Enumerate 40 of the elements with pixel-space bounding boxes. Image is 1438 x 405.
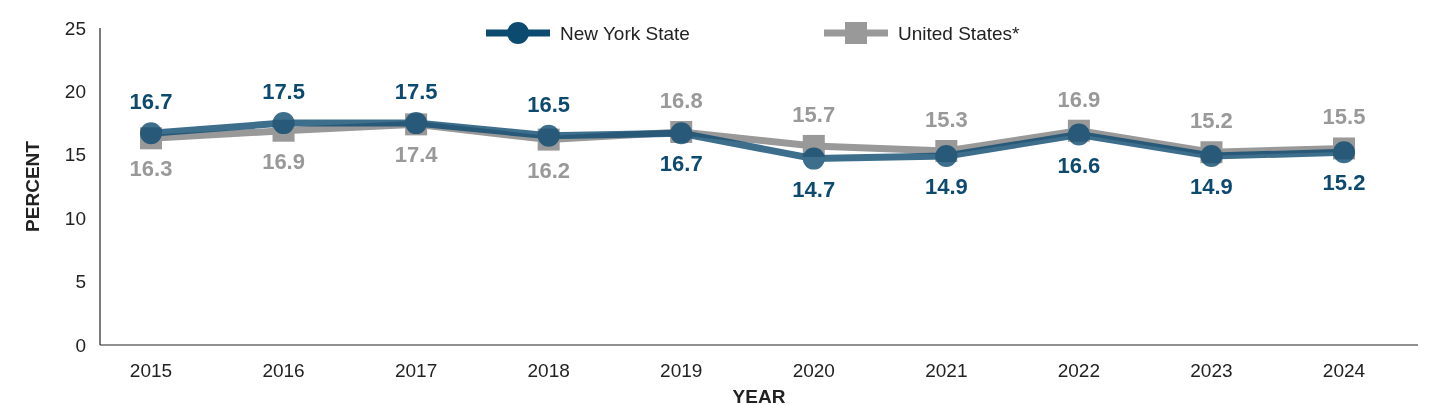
x-tick-label: 2023 bbox=[1190, 360, 1233, 381]
y-tick-label: 25 bbox=[64, 17, 86, 39]
x-tick-label: 2016 bbox=[262, 360, 305, 381]
data-label: 16.9 bbox=[1057, 86, 1101, 112]
data-label: 16.5 bbox=[527, 91, 571, 117]
data-label: 15.3 bbox=[924, 107, 968, 132]
y-axis-title: PERCENT bbox=[22, 140, 43, 232]
y-tick-label: 10 bbox=[64, 207, 86, 229]
data-label: 15.7 bbox=[792, 101, 836, 127]
data-label: 16.7 bbox=[659, 151, 703, 177]
x-tick-label: 2015 bbox=[129, 360, 173, 381]
data-label: 16.7 bbox=[129, 89, 173, 115]
y-tick-label: 15 bbox=[64, 144, 86, 166]
data-label: 15.2 bbox=[1190, 108, 1233, 134]
x-tick-label: 2020 bbox=[792, 360, 835, 381]
data-label: 15.2 bbox=[1322, 170, 1366, 196]
y-tick-label: 5 bbox=[75, 271, 86, 293]
data-label: 16.8 bbox=[659, 87, 703, 113]
data-label: 16.6 bbox=[1057, 152, 1101, 178]
data-label: 16.2 bbox=[527, 157, 571, 183]
data-label: 17.5 bbox=[262, 79, 305, 105]
legend-label: United States* bbox=[898, 22, 1021, 44]
x-tick-label: 2021 bbox=[925, 360, 968, 381]
x-tick-label: 2022 bbox=[1057, 360, 1101, 381]
x-tick-label: 2018 bbox=[527, 360, 570, 381]
x-tick-label: 2019 bbox=[660, 360, 703, 381]
data-label: 16.3 bbox=[129, 156, 173, 182]
data-label: 14.7 bbox=[792, 176, 836, 202]
y-tick-label: 0 bbox=[75, 334, 86, 356]
data-label: 17.4 bbox=[394, 142, 439, 168]
x-axis-title: YEAR bbox=[732, 386, 786, 405]
data-label: 17.5 bbox=[394, 79, 438, 105]
data-label: 14.9 bbox=[924, 174, 968, 200]
legend-label: New York State bbox=[560, 22, 690, 44]
data-label: 15.5 bbox=[1322, 104, 1366, 130]
x-tick-label: 2017 bbox=[394, 360, 438, 381]
data-label: 16.9 bbox=[262, 148, 305, 174]
x-tick-label: 2024 bbox=[1322, 360, 1366, 381]
data-label: 14.9 bbox=[1190, 174, 1233, 200]
y-tick-label: 20 bbox=[64, 81, 86, 103]
